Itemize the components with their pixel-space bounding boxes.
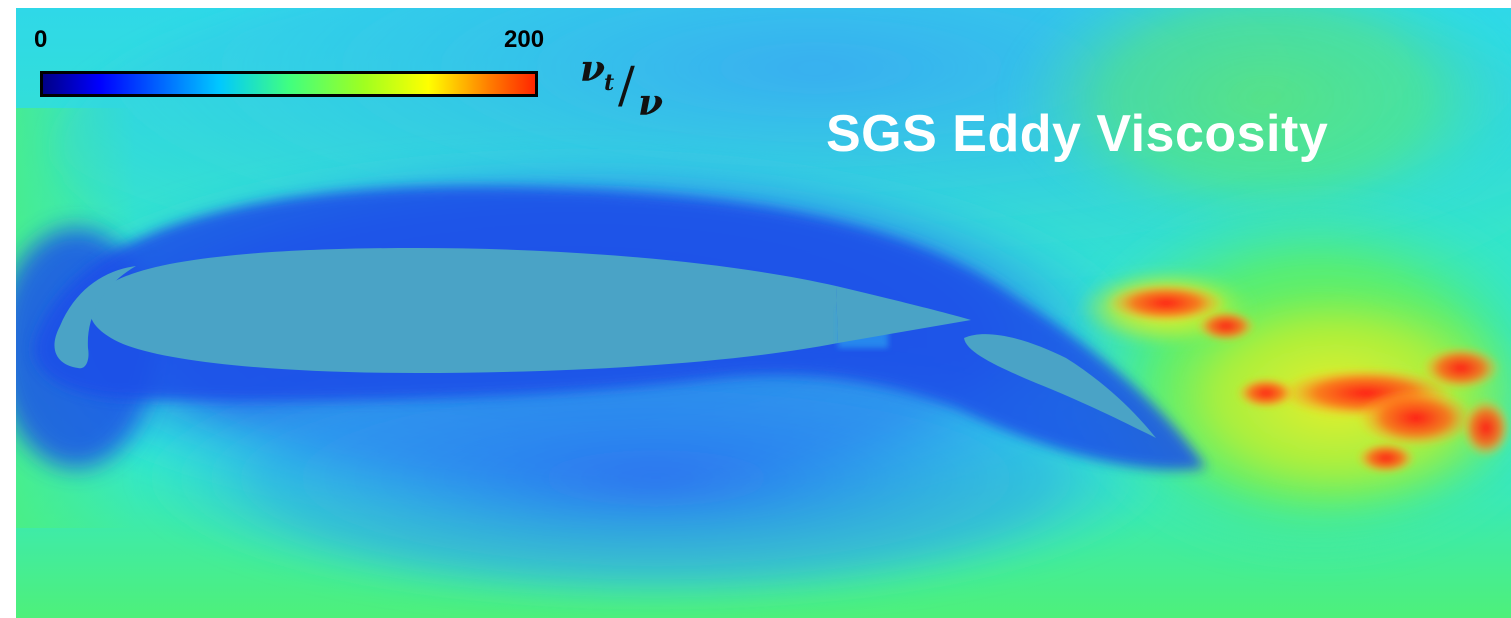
variable-denominator: ν (638, 82, 663, 124)
variable-subscript: t (604, 70, 615, 96)
variable-slash: / (618, 56, 635, 114)
eddy-viscosity-field (16, 8, 1511, 618)
flow-field-visualization: 0 200 ν t / ν SGS Eddy Viscosity (16, 8, 1511, 618)
lower-blue-region (136, 348, 1176, 608)
main-airfoil (90, 248, 838, 373)
variable-numerator: ν (580, 48, 605, 90)
colorbar-frame (40, 71, 538, 97)
wake-red-1 (1106, 283, 1226, 323)
wake-red-5 (1421, 346, 1501, 390)
figure-title: SGS Eddy Viscosity (826, 105, 1329, 163)
wake-red-8 (1461, 398, 1511, 458)
wake-red-7 (1356, 442, 1416, 474)
colorbar-variable-label: ν t / ν (576, 48, 676, 128)
colorbar-max-label: 200 (504, 26, 545, 53)
colorbar-gradient (40, 71, 538, 97)
wake-red-6 (1236, 377, 1296, 409)
wake-red-2 (1196, 310, 1256, 342)
leading-edge-slat (54, 266, 136, 369)
upper-right-green (1006, 8, 1511, 238)
trailing-edge-flap (964, 334, 1156, 438)
colorbar-min-label: 0 (34, 26, 48, 53)
wake-red-4 (1356, 388, 1476, 448)
main-trailing-wedge (836, 286, 971, 343)
